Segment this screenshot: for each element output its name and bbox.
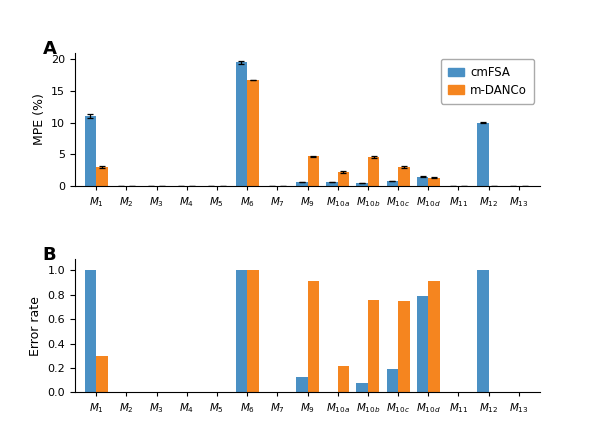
Text: B: B (43, 246, 56, 264)
Bar (398, 301, 410, 392)
Bar (96, 356, 107, 392)
Bar (477, 270, 488, 392)
Bar (296, 377, 308, 392)
Bar (368, 157, 379, 186)
Y-axis label: Error rate: Error rate (29, 296, 42, 356)
Bar (356, 183, 368, 186)
Bar (247, 270, 259, 392)
Bar (428, 178, 440, 186)
Bar (308, 156, 319, 186)
Bar (477, 123, 488, 186)
Bar (398, 167, 410, 186)
Bar (338, 366, 349, 392)
Bar (356, 383, 368, 392)
Bar (417, 296, 428, 392)
Bar (326, 182, 338, 186)
Bar (85, 270, 96, 392)
Bar (428, 281, 440, 392)
Bar (296, 182, 308, 186)
Bar (236, 270, 247, 392)
Bar (417, 176, 428, 186)
Y-axis label: MPE (%): MPE (%) (32, 93, 46, 146)
Bar (96, 167, 107, 186)
Bar (308, 281, 319, 392)
Text: A: A (43, 40, 56, 58)
Bar (247, 80, 259, 186)
Bar (236, 63, 247, 186)
Legend: cmFSA, m-DANCo: cmFSA, m-DANCo (440, 59, 534, 104)
Bar (85, 116, 96, 186)
Bar (386, 181, 398, 186)
Bar (368, 299, 379, 392)
Bar (338, 172, 349, 186)
Bar (386, 369, 398, 392)
